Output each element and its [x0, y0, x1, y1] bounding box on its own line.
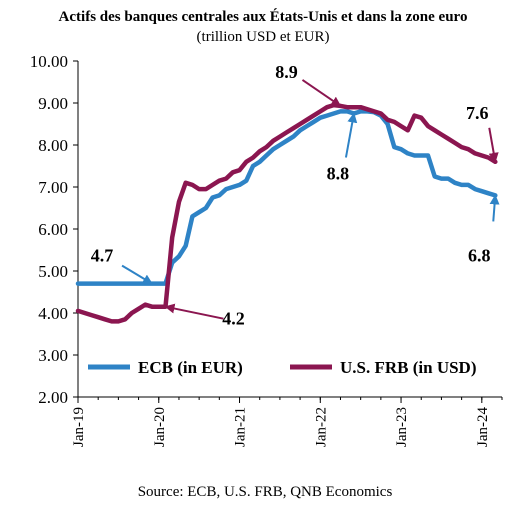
y-tick-label: 3.00 [38, 346, 68, 365]
annotation-label: 8.8 [327, 164, 350, 184]
series-line-frb [75, 102, 498, 324]
y-tick-label: 5.00 [38, 262, 68, 281]
annotation-label: 4.7 [91, 246, 114, 266]
x-tick-label: Jan-20 [152, 407, 168, 447]
annotation-arrow [301, 79, 342, 107]
y-tick-label: 4.00 [38, 304, 68, 323]
annotation-layer: 4.7 4.2 8.9 8.8 7.6 6.8 [91, 62, 500, 329]
source-note: Source: ECB, U.S. FRB, QNB Economics [138, 484, 393, 500]
y-tick-label: 7.00 [38, 178, 68, 197]
y-axis: 2.00 3.00 4.00 5.00 6.00 7.00 8.00 9.00 10.00 [30, 52, 79, 407]
y-tick-label: 9.00 [38, 94, 68, 113]
annotation-label: 4.2 [222, 309, 245, 329]
annotation-arrow [344, 112, 358, 158]
series-line-ecb [75, 109, 498, 286]
annotation-arrow [489, 194, 500, 222]
annotation-label: 6.8 [468, 245, 491, 265]
y-tick-label: 2.00 [38, 388, 68, 407]
x-tick-label: Jan-22 [313, 407, 329, 447]
annotation-arrow [164, 303, 224, 320]
x-tick-label: Jan-23 [394, 407, 410, 447]
y-tick-label: 6.00 [38, 220, 68, 239]
chart-title: Actifs des banques centrales aux États-U… [59, 8, 468, 25]
x-tick-label: Jan-21 [233, 407, 249, 447]
annotation-label: 8.9 [275, 62, 298, 82]
annotation-label: 7.6 [466, 103, 489, 123]
series-layer [75, 102, 498, 324]
legend: ECB (in EUR) U.S. FRB (in USD) [88, 358, 477, 377]
legend-label-ecb: ECB (in EUR) [138, 358, 243, 377]
y-tick-label: 8.00 [38, 136, 68, 155]
annotation-arrow [488, 127, 499, 163]
x-axis: Jan-19 Jan-20 Jan-21 Jan-22 Jan-23 Jan-24 [71, 396, 503, 447]
chart-subtitle: (trillion USD et EUR) [197, 29, 330, 45]
x-tick-label: Jan-19 [71, 407, 87, 447]
y-tick-label: 10.00 [30, 52, 68, 71]
legend-label-frb: U.S. FRB (in USD) [340, 358, 477, 377]
annotation-arrow [121, 264, 153, 285]
x-tick-label: Jan-24 [475, 407, 491, 447]
